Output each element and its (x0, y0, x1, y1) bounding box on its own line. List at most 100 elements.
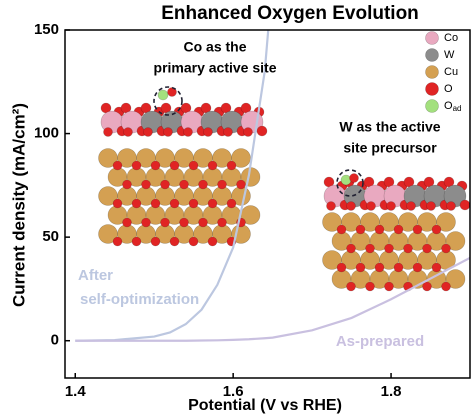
x-axis-label: Potential (V vs RHE) (188, 397, 342, 414)
atom (141, 179, 151, 190)
annotation: primary active site (154, 60, 277, 76)
atom (346, 281, 356, 292)
atom (346, 201, 356, 211)
atom (336, 224, 347, 235)
atom (431, 262, 442, 273)
atom (217, 217, 227, 228)
series-line (75, 30, 270, 342)
atom (384, 281, 394, 292)
atom (243, 127, 253, 137)
atom (365, 281, 375, 292)
atom (336, 262, 347, 273)
atom (412, 262, 423, 273)
atom (431, 224, 442, 235)
chart-title: Enhanced Oxygen Evolution (161, 3, 419, 24)
atom (198, 217, 208, 228)
atom (256, 125, 268, 137)
atom (445, 231, 466, 251)
atom (169, 236, 180, 247)
x-tick-label: 1.6 (223, 383, 244, 400)
atom (355, 224, 366, 235)
atom (188, 160, 199, 171)
annotation: site precursor (343, 140, 437, 156)
atom (203, 127, 213, 137)
atom (167, 87, 177, 97)
y-axis-label: Current density (mA/cm²) (9, 103, 28, 307)
x-tick-label: 1.8 (381, 383, 402, 400)
atom (346, 243, 356, 254)
atom (217, 179, 227, 190)
atom (223, 127, 233, 137)
legend-label: W (444, 49, 455, 61)
atom (188, 198, 199, 209)
atom (122, 217, 132, 228)
atom (386, 201, 396, 211)
legend-swatch (425, 48, 439, 62)
atom (131, 160, 142, 171)
atom (412, 224, 423, 235)
atom (169, 198, 180, 209)
legend-label-text: Cu (444, 66, 458, 78)
annotation: Co as the (183, 39, 246, 55)
atom (226, 198, 237, 209)
legend-label-text: Co (444, 32, 458, 44)
atom (150, 198, 161, 209)
legend-label: O (444, 83, 453, 95)
atom (169, 160, 180, 171)
atom (374, 262, 385, 273)
atom (160, 217, 170, 228)
legend-swatch (425, 82, 439, 96)
atom (446, 201, 456, 211)
series-label: As-prepared (336, 333, 424, 350)
atom (179, 217, 189, 228)
atom (122, 179, 132, 190)
annotation: W as the active (339, 119, 440, 135)
highlight-ring (153, 86, 183, 116)
series-line (75, 256, 470, 342)
legend-label: Cu (444, 66, 458, 78)
y-tick-label: 0 (51, 332, 59, 349)
atom (112, 198, 123, 209)
legend-label: Co (444, 32, 458, 44)
atom (422, 281, 432, 292)
legend-label-sub: ad (453, 104, 462, 113)
atom (157, 89, 169, 101)
atom (236, 179, 246, 190)
series-label: After (78, 267, 113, 284)
legend-label-text: O (444, 100, 453, 112)
atom (384, 243, 394, 254)
atom (103, 127, 113, 137)
atom (207, 160, 218, 171)
atom (226, 160, 237, 171)
legend-label-text: W (444, 49, 455, 61)
atom (326, 201, 336, 211)
atom (112, 236, 123, 247)
atom (393, 262, 404, 273)
atom (183, 127, 193, 137)
atom (441, 243, 451, 254)
atom (112, 160, 123, 171)
atom (150, 160, 161, 171)
atom (365, 243, 375, 254)
legend-swatch (425, 99, 439, 113)
curves (75, 30, 470, 342)
highlight-ring (336, 169, 364, 197)
atom (207, 198, 218, 209)
atom (374, 224, 385, 235)
atom (406, 201, 416, 211)
atom (422, 243, 432, 254)
atom (179, 179, 189, 190)
atom (123, 127, 133, 137)
atom (198, 179, 208, 190)
atom (393, 224, 404, 235)
series-label: self-optimization (80, 291, 199, 308)
atom (355, 262, 366, 273)
atom (445, 269, 466, 289)
y-tick-label: 100 (34, 125, 59, 142)
atom (207, 236, 218, 247)
atom (426, 201, 436, 211)
atom (163, 127, 173, 137)
legend-label: Oad (444, 100, 461, 113)
atom (436, 212, 456, 232)
